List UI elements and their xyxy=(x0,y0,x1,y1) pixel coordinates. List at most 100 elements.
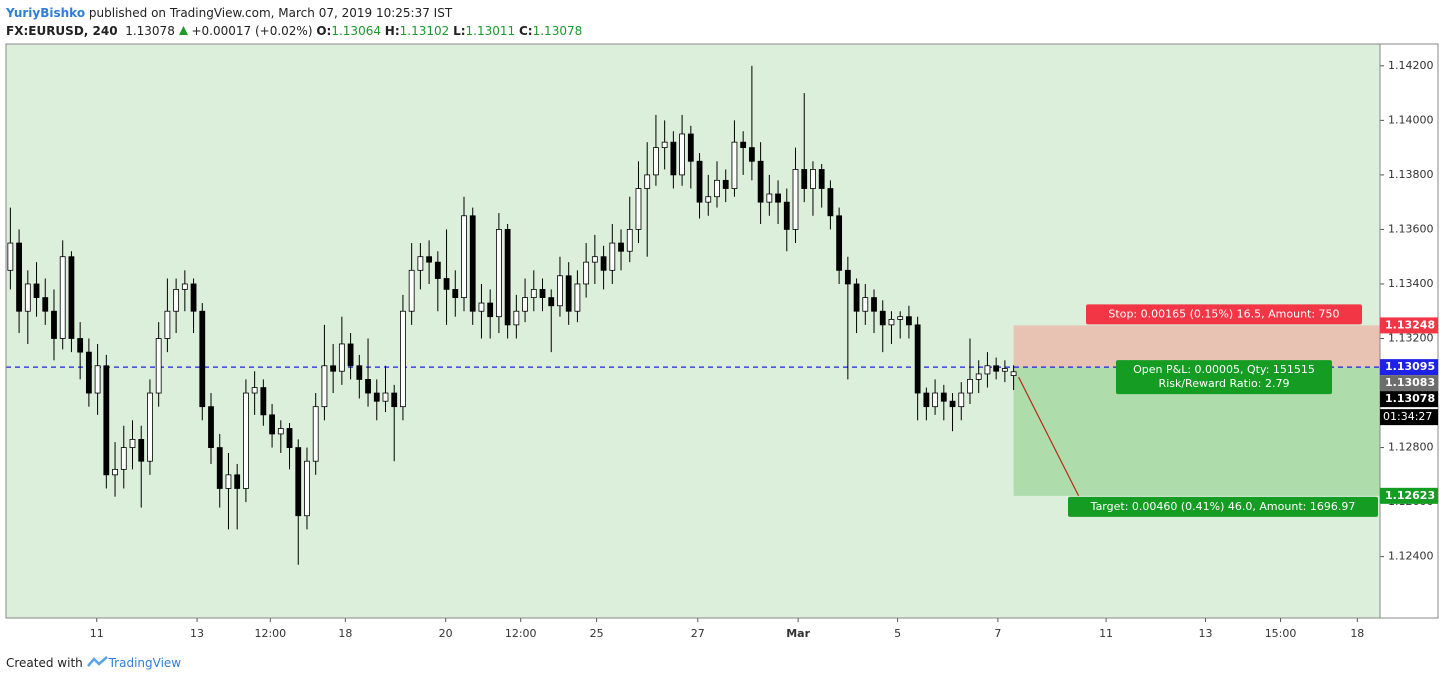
candle-body xyxy=(705,196,712,203)
change: +0.00017 (+0.02%) xyxy=(191,24,313,38)
candle-body xyxy=(897,316,904,320)
y-tick-label: 1.12400 xyxy=(1388,550,1434,563)
countdown-box xyxy=(1380,409,1438,426)
candle-body xyxy=(522,297,528,312)
candle-body xyxy=(879,310,886,326)
candle-body xyxy=(59,256,66,339)
candle-body xyxy=(975,373,982,380)
target-label: Target: 0.00460 (0.41%) 46.0, Amount: 16… xyxy=(1090,500,1356,513)
y-tick-label: 1.13200 xyxy=(1388,331,1434,344)
x-tick-label: 5 xyxy=(894,627,901,640)
header-line: YuriyBishko published on TradingView.com… xyxy=(6,4,582,22)
x-tick-label: 20 xyxy=(439,627,453,640)
candle-body xyxy=(679,133,685,176)
y-tick-label: 1.13800 xyxy=(1388,168,1434,181)
candle-body xyxy=(112,468,118,476)
candle-body xyxy=(16,242,22,312)
candle-body xyxy=(644,174,651,189)
stop-label: Stop: 0.00165 (0.15%) 16.5, Amount: 750 xyxy=(1108,307,1339,320)
candle-body xyxy=(871,297,877,312)
candle-body xyxy=(408,269,415,312)
candle-body xyxy=(836,215,843,271)
author[interactable]: YuriyBishko xyxy=(6,6,86,20)
created: Created with xyxy=(6,656,83,670)
candle-body xyxy=(940,392,947,402)
header: YuriyBishko published on TradingView.com… xyxy=(6,4,582,40)
candle-body xyxy=(365,379,371,394)
candle-body xyxy=(269,414,275,435)
candle-body xyxy=(539,289,546,298)
ohlc-label: O: xyxy=(316,24,332,38)
candle-body xyxy=(583,261,590,285)
published: published on TradingView.com, March 07, … xyxy=(88,6,453,20)
brand[interactable]: TradingView xyxy=(108,656,182,670)
candle-body xyxy=(626,229,633,252)
candle-body xyxy=(120,447,127,470)
price-label-box xyxy=(1380,375,1438,392)
y-tick-label: 1.14200 xyxy=(1388,59,1434,72)
ohlc: O:1.13064 H:1.13102 L:1.13011 C:1.13078 xyxy=(316,24,582,38)
footer: Created with TradingView xyxy=(6,656,181,670)
candle-body xyxy=(783,201,790,230)
candle-body xyxy=(417,256,424,271)
candle-body xyxy=(347,343,354,367)
candle-body xyxy=(208,406,214,448)
candle-body xyxy=(382,392,389,402)
last: 1.13078 xyxy=(125,24,175,38)
candle-body xyxy=(42,297,49,312)
x-tick-label: 11 xyxy=(90,627,104,640)
price-label: 1.13248 xyxy=(1385,318,1435,331)
candle-body xyxy=(714,179,720,198)
pnl-label-box xyxy=(1116,360,1332,395)
candle-body xyxy=(740,141,747,149)
candle-body xyxy=(164,310,171,339)
candle-body xyxy=(51,310,57,339)
candle-body xyxy=(600,256,607,271)
candle-body xyxy=(225,474,232,489)
candle-body xyxy=(199,310,206,408)
candle-body xyxy=(801,169,808,189)
candle-body xyxy=(775,193,781,203)
candle-body xyxy=(766,193,773,203)
ohlc-value: 1.13102 xyxy=(399,24,450,38)
x-tick-label: Mar xyxy=(786,627,810,640)
candle-body xyxy=(1010,371,1017,376)
y-tick-label: 1.12800 xyxy=(1388,441,1434,454)
candle-body xyxy=(68,256,75,339)
candle-body xyxy=(967,379,973,394)
candle-body xyxy=(635,188,642,230)
candle-body xyxy=(906,316,912,326)
candle-body xyxy=(548,297,555,307)
price-label: 1.13083 xyxy=(1385,376,1435,389)
stop-label-box xyxy=(1086,304,1362,325)
price-label-box xyxy=(1380,391,1438,408)
ohlc-label: H: xyxy=(384,24,400,38)
candle-body xyxy=(513,310,520,326)
candle-body xyxy=(731,141,738,189)
ohlc-label: L: xyxy=(453,24,466,38)
candle-body xyxy=(103,365,110,476)
candle-body xyxy=(234,474,241,489)
target-label-box xyxy=(1068,496,1378,517)
candle-body xyxy=(129,438,136,448)
candle-body xyxy=(426,256,433,263)
candle-body xyxy=(173,289,180,312)
candle-body xyxy=(243,392,249,489)
candle-body xyxy=(286,428,293,448)
candle-body xyxy=(949,400,956,408)
x-tick-label: 13 xyxy=(1199,627,1213,640)
candle-body xyxy=(443,278,450,290)
candle-body xyxy=(155,338,162,394)
x-tick-label: 25 xyxy=(590,627,604,640)
candle-body xyxy=(618,242,624,252)
candle-body xyxy=(810,169,816,189)
candle-body xyxy=(216,447,223,489)
candle-body xyxy=(434,261,441,279)
candle-body xyxy=(827,188,834,217)
candle-body xyxy=(251,387,258,394)
candle-body xyxy=(94,365,101,394)
y-tick-label: 1.13400 xyxy=(1388,277,1434,290)
candle-body xyxy=(400,310,406,408)
candle-body xyxy=(24,283,31,312)
candle-body xyxy=(138,438,145,462)
